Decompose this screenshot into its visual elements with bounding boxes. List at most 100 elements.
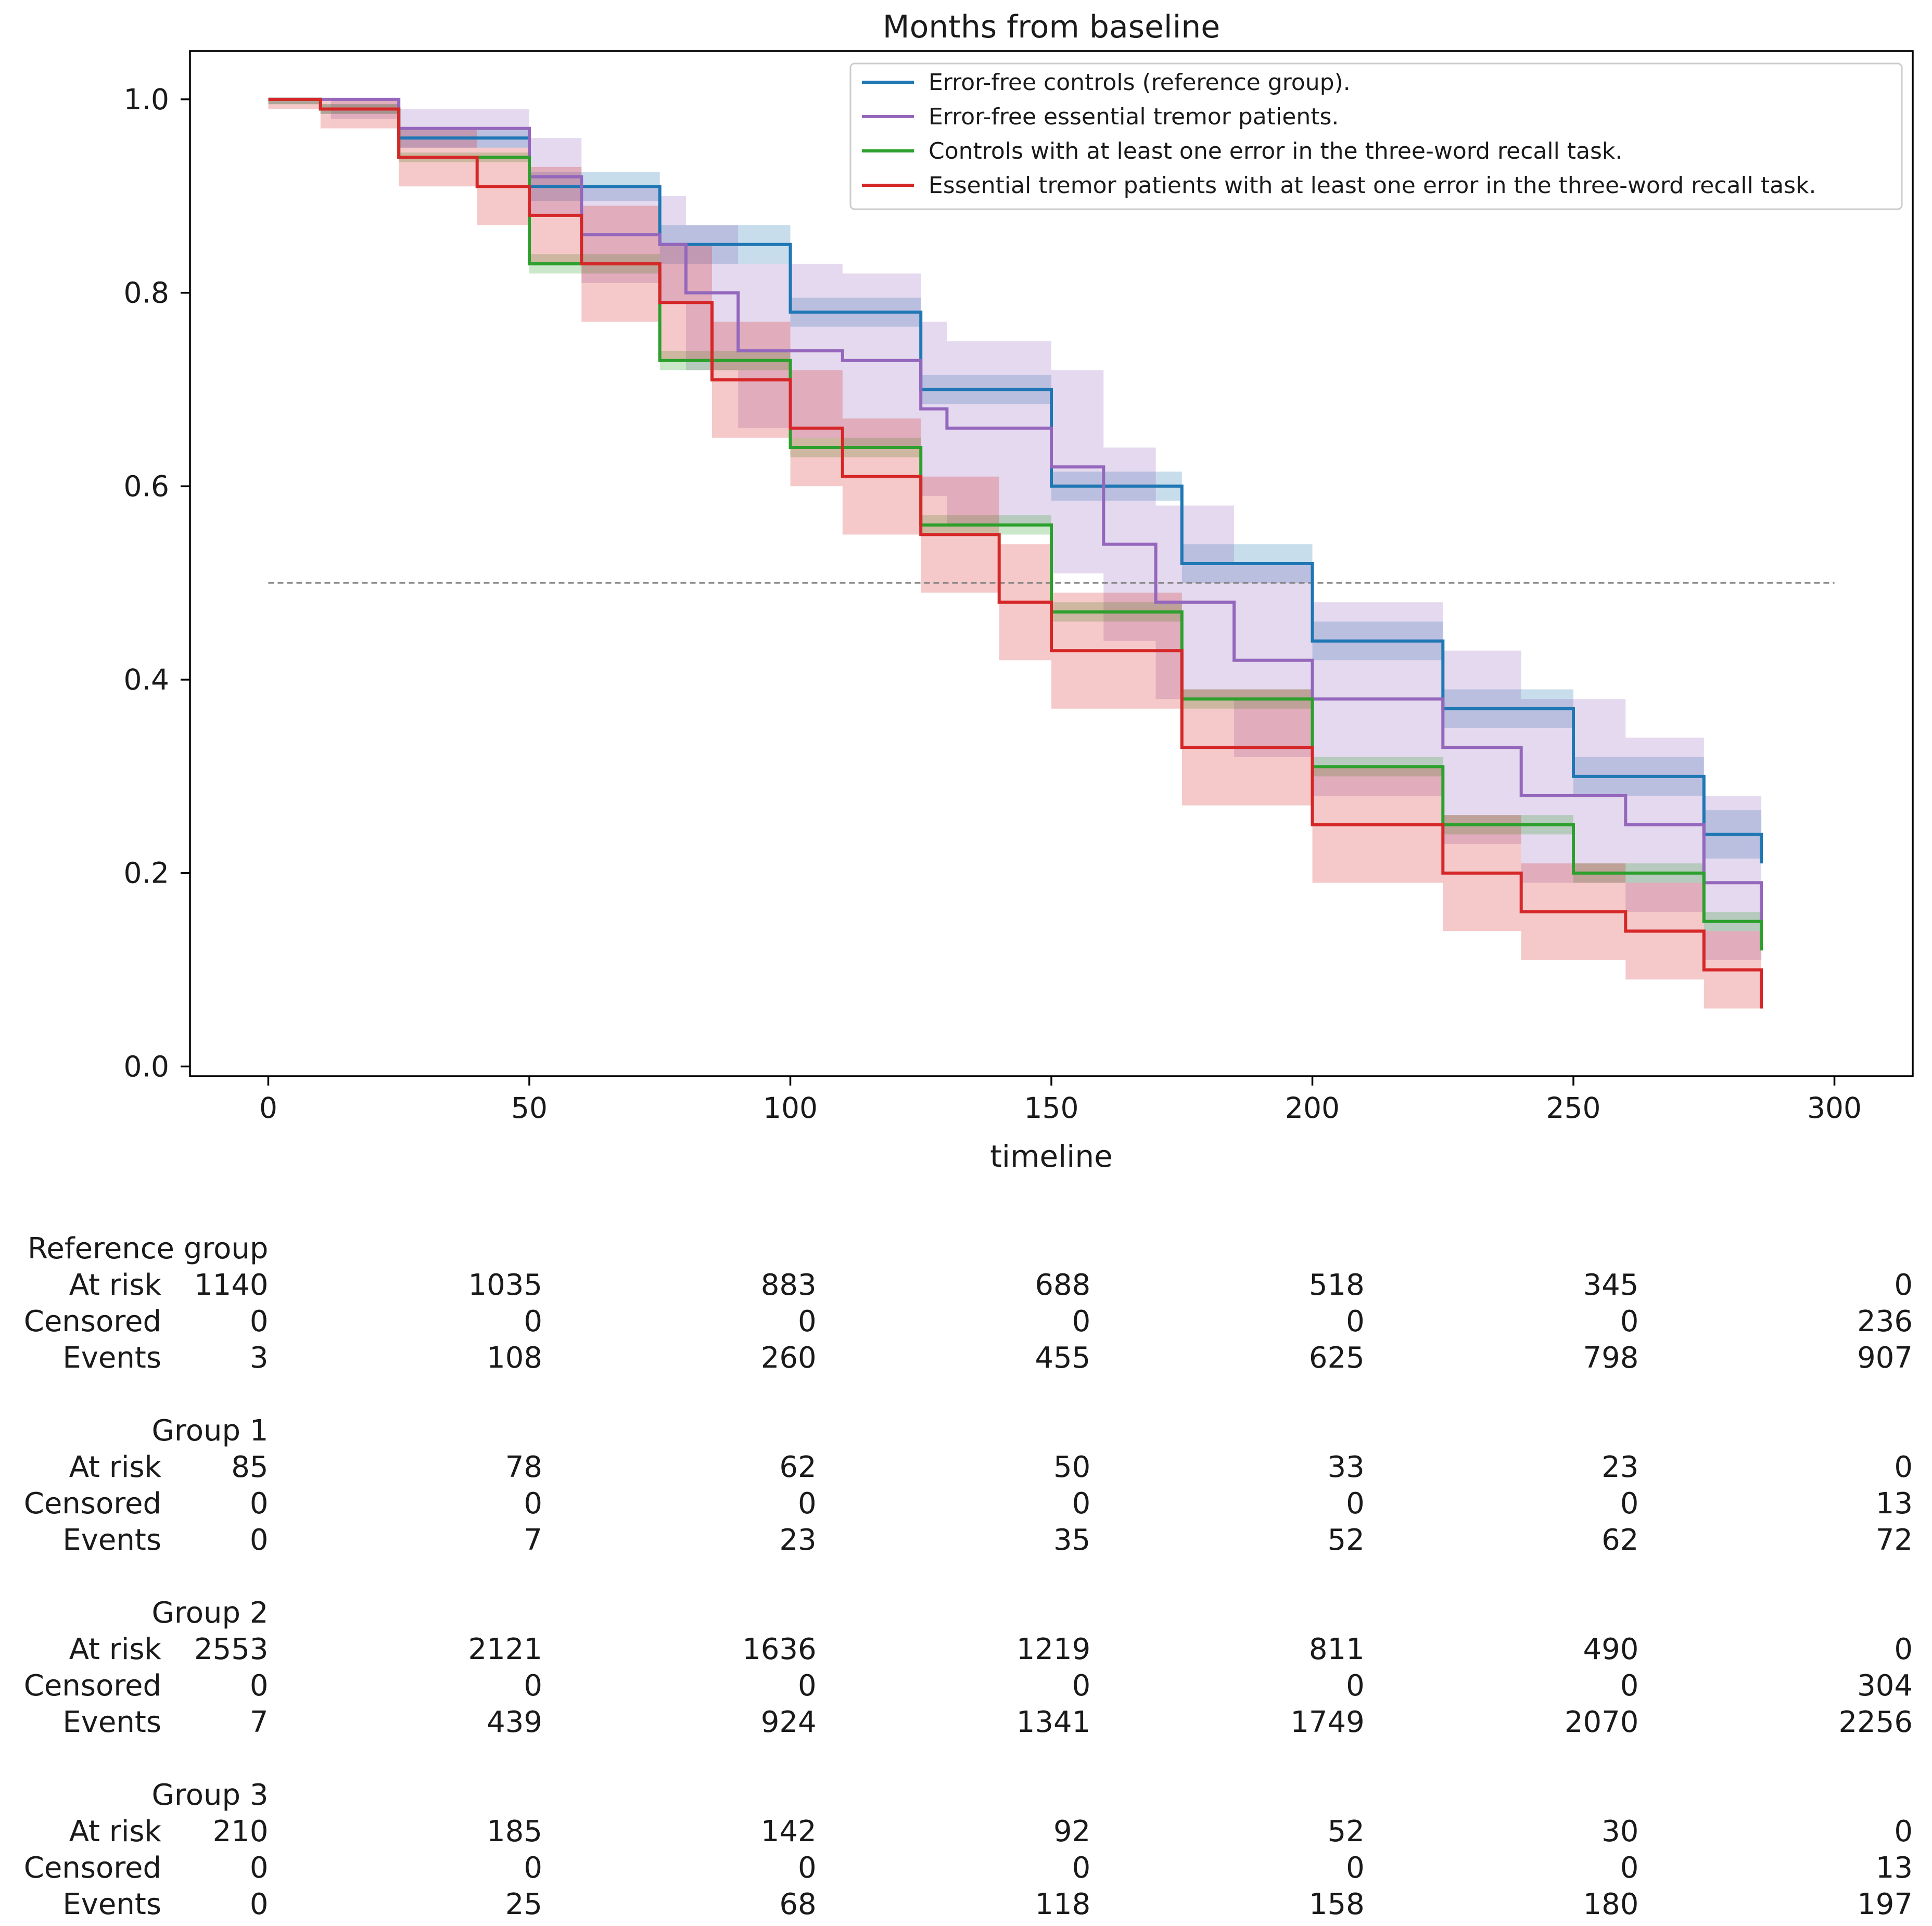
legend-label-series-4: Essential tremor patients with at least … [929, 172, 1816, 199]
risk-table-cell: 0 [250, 1669, 269, 1703]
risk-table-cell: 0 [524, 1487, 542, 1521]
risk-table-cell: 35 [1053, 1523, 1090, 1557]
risk-table-cell: 118 [1035, 1887, 1090, 1921]
x-tick-label: 250 [1546, 1091, 1601, 1125]
risk-table-cell: 439 [487, 1705, 542, 1739]
risk-table-cell: 30 [1601, 1815, 1638, 1848]
risk-table-cell: 0 [798, 1669, 817, 1703]
risk-table-cell: 518 [1309, 1268, 1365, 1302]
risk-table-cell: 0 [1894, 1450, 1913, 1484]
legend-label-series-3: Controls with at least one error in the … [929, 138, 1622, 164]
risk-table-row-label-censored: Censored [24, 1851, 161, 1885]
risk-table-group-title-reference-group: Reference group [28, 1232, 268, 1266]
risk-table-cell: 1636 [742, 1632, 817, 1666]
risk-table-cell: 108 [487, 1341, 542, 1375]
risk-table-cell: 0 [1894, 1632, 1913, 1666]
risk-table-cell: 185 [487, 1815, 542, 1848]
risk-table-cell: 3 [250, 1341, 269, 1375]
risk-table-cell: 0 [1620, 1669, 1639, 1703]
risk-table-cell: 68 [779, 1887, 816, 1921]
risk-table-cell: 13 [1876, 1487, 1913, 1521]
risk-table-cell: 210 [213, 1815, 269, 1848]
risk-table-cell: 236 [1857, 1305, 1913, 1338]
y-tick-label: 0.6 [124, 469, 169, 503]
risk-table-row-label-censored: Censored [24, 1669, 161, 1703]
risk-table-cell: 13 [1876, 1851, 1913, 1885]
risk-table-row-label-events: Events [62, 1341, 161, 1375]
risk-table-cell: 0 [524, 1851, 542, 1885]
risk-table-cell: 883 [761, 1268, 817, 1302]
risk-table-cell: 158 [1309, 1887, 1365, 1921]
risk-table-cell: 0 [250, 1487, 269, 1521]
y-tick-label: 0.4 [124, 663, 169, 696]
risk-table-cell: 0 [798, 1851, 817, 1885]
risk-table-row-label-events: Events [62, 1887, 161, 1921]
x-axis-title: timeline [990, 1139, 1113, 1174]
risk-table-cell: 304 [1857, 1669, 1913, 1703]
risk-table-cell: 23 [1601, 1450, 1638, 1484]
risk-table-cell: 0 [798, 1305, 817, 1338]
y-tick-label: 1.0 [124, 83, 169, 116]
survival-curves [268, 97, 1763, 1009]
risk-table-cell: 2553 [194, 1632, 269, 1666]
risk-table-cell: 907 [1857, 1341, 1913, 1375]
risk-table-cell: 0 [524, 1669, 542, 1703]
risk-table-cell: 0 [1072, 1669, 1091, 1703]
risk-table-cell: 490 [1583, 1632, 1639, 1666]
confidence-bands [268, 99, 1762, 1038]
risk-table-cell: 0 [1620, 1487, 1639, 1521]
risk-table-cell: 0 [1346, 1305, 1365, 1338]
risk-table-row-label-events: Events [62, 1705, 161, 1739]
x-axis-ticks: 0 50 100 150 200 250 300 [259, 1076, 1862, 1125]
confidence-band-series-3 [268, 99, 1762, 960]
risk-table-cell: 1219 [1016, 1632, 1091, 1666]
x-tick-label: 200 [1285, 1091, 1340, 1125]
risk-table-cell: 0 [524, 1305, 542, 1338]
risk-table-cell: 260 [761, 1341, 817, 1375]
risk-table-cell: 811 [1309, 1632, 1365, 1666]
risk-table-cell: 0 [1346, 1851, 1365, 1885]
chart-title: Months from baseline [883, 9, 1220, 45]
risk-table-cell: 62 [779, 1450, 816, 1484]
risk-table-cell: 142 [761, 1815, 817, 1848]
risk-table-cell: 924 [761, 1705, 817, 1739]
risk-table-cell: 52 [1328, 1523, 1365, 1557]
risk-table-group-title-group-2: Group 2 [152, 1596, 269, 1630]
risk-table-cell: 345 [1583, 1268, 1639, 1302]
x-tick-label: 300 [1807, 1091, 1862, 1125]
risk-table-cell: 625 [1309, 1341, 1365, 1375]
x-tick-label: 0 [259, 1091, 277, 1125]
risk-table-cell: 62 [1601, 1523, 1638, 1557]
y-tick-label: 0.0 [124, 1050, 169, 1083]
legend: Error-free controls (reference group). Er… [849, 62, 1903, 210]
confidence-band-series-2 [268, 99, 1762, 980]
survival-line-series-1 [268, 97, 1763, 864]
y-tick-label: 0.2 [124, 857, 169, 890]
risk-table-cell: 1140 [194, 1268, 269, 1302]
x-tick-label: 50 [511, 1091, 548, 1125]
risk-table-cell: 2121 [468, 1632, 543, 1666]
legend-label-series-1: Error-free controls (reference group). [929, 69, 1351, 96]
risk-table-cell: 455 [1035, 1341, 1090, 1375]
legend-box [849, 62, 1903, 210]
legend-label-series-2: Error-free essential tremor patients. [929, 104, 1339, 130]
risk-table-row-label-at-risk: At risk [69, 1815, 162, 1848]
risk-table-cell: 7 [524, 1523, 542, 1557]
x-tick-label: 100 [763, 1091, 818, 1125]
risk-table-group-title-group-1: Group 1 [152, 1414, 269, 1448]
survival-line-series-4 [268, 97, 1763, 1009]
risk-table-cell: 0 [250, 1523, 269, 1557]
risk-table-cell: 52 [1328, 1815, 1365, 1848]
risk-table-cell: 0 [250, 1851, 269, 1885]
y-tick-label: 0.8 [124, 276, 169, 310]
risk-table-cell: 0 [1072, 1487, 1091, 1521]
risk-table-cell: 180 [1583, 1887, 1639, 1921]
risk-table-cell: 197 [1857, 1887, 1913, 1921]
risk-table-cell: 1749 [1290, 1705, 1365, 1739]
risk-table-cell: 33 [1328, 1450, 1365, 1484]
risk-table-row-label-at-risk: At risk [69, 1268, 162, 1302]
risk-table-cell: 0 [250, 1305, 269, 1338]
